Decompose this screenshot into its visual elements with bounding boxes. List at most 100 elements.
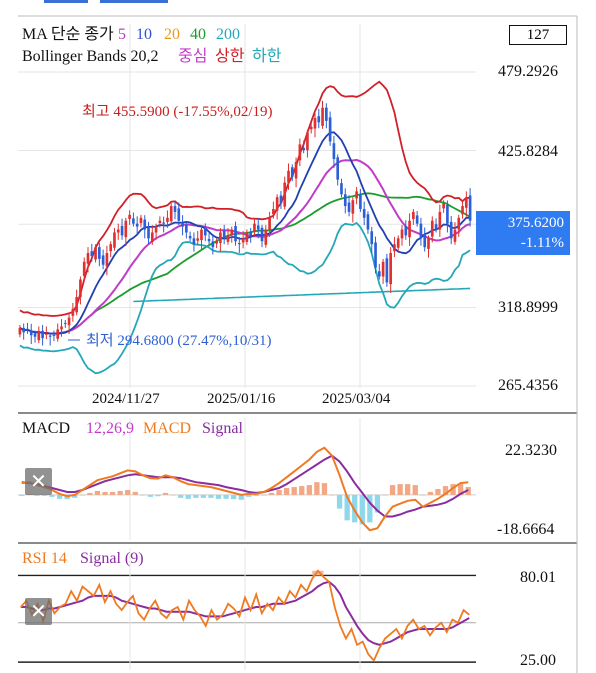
- macd-hist-bar-5: [56, 494, 63, 499]
- ma-title: MA 단순 종가: [22, 25, 114, 43]
- rsi-close-button[interactable]: ✕: [25, 598, 52, 625]
- candle-body-83: [332, 143, 336, 160]
- macd-hist-bar-35: [283, 488, 290, 495]
- macd-hist-bar-4: [49, 494, 55, 497]
- candle-body-109: [430, 220, 434, 237]
- candle-body-0: [18, 327, 22, 335]
- macd-hist-bar-2: [34, 494, 40, 496]
- macd-hist-bar-32: [261, 494, 267, 496]
- bb-lower-line: [19, 221, 471, 375]
- candle-body-9: [52, 334, 56, 336]
- candle-body-45: [188, 235, 192, 239]
- bb-mid-line: [19, 158, 471, 335]
- candle-body-35: [150, 232, 154, 242]
- macd-hist-bar-43: [344, 494, 350, 521]
- macd-hist-bar-46: [367, 494, 373, 523]
- candle-body-68: [275, 197, 279, 211]
- macd-hist-bar-47: [374, 494, 381, 513]
- top-accent-bar-1: [44, 0, 88, 3]
- macd-hist-bar-49: [389, 485, 396, 495]
- candle-body-25: [113, 232, 116, 248]
- ma200-line: [133, 287, 471, 303]
- price-y-label-1: 479.2926: [498, 63, 558, 80]
- candle-body-3: [29, 331, 33, 336]
- candle-body-50: [207, 238, 211, 242]
- candle-body-106: [419, 223, 423, 239]
- macd-hist-bar-27: [223, 494, 229, 499]
- macd-hist-bar-10: [94, 490, 101, 495]
- candle-body-105: [415, 215, 419, 224]
- candle-body-91: [362, 208, 366, 218]
- macd-signal-label: Signal: [202, 420, 243, 437]
- high-annotation: 최고 455.5900 (-17.55%,02/19): [82, 103, 273, 120]
- candle-body-28: [124, 220, 128, 238]
- candle-body-23: [105, 253, 109, 267]
- candle-body-79: [317, 116, 321, 123]
- x-label-3: 2025/03/04: [322, 391, 391, 407]
- macd-hist-bar-51: [405, 484, 411, 495]
- macd-series-label: MACD: [143, 420, 191, 437]
- macd-hist-bar-12: [109, 491, 116, 495]
- candle-body-60: [245, 232, 249, 242]
- candlesticks[interactable]: [18, 103, 472, 346]
- candle-body-63: [256, 225, 260, 230]
- macd-signal-line: [21, 454, 469, 518]
- macd-hist-bar-45: [359, 494, 365, 525]
- macd-hist-bar-8: [79, 494, 85, 496]
- candle-body-76: [306, 132, 309, 151]
- candle-body-117: [461, 206, 464, 215]
- price-y-label-3: 318.8999: [498, 299, 558, 316]
- macd-hist-bar-53: [420, 494, 426, 496]
- macd-hist-bar-9: [87, 492, 93, 495]
- x-label-2: 2025/01/16: [207, 391, 276, 407]
- candle-body-13: [67, 317, 71, 326]
- candle-body-59: [241, 238, 245, 243]
- macd-hist-bar-34: [276, 490, 282, 495]
- macd-hist-bar-17: [147, 494, 154, 497]
- macd-hist-bar-23: [193, 494, 199, 498]
- candle-body-89: [355, 191, 358, 199]
- candle-body-113: [446, 204, 449, 224]
- candle-body-108: [427, 238, 430, 249]
- panel-frames: [18, 15, 578, 673]
- macd-hist-bar-31: [253, 494, 259, 496]
- candle-body-29: [128, 214, 131, 219]
- macd-hist-bar-15: [132, 491, 138, 495]
- candle-body-69: [279, 195, 283, 204]
- candle-body-107: [423, 234, 427, 248]
- candle-body-32: [139, 217, 143, 224]
- candle-body-94: [374, 242, 377, 268]
- rsi-y-label-2: 25.00: [520, 652, 556, 669]
- ma-period-40: 40: [190, 26, 206, 43]
- rsi-signal-label: Signal (9): [80, 550, 144, 567]
- candle-body-111: [438, 211, 442, 230]
- candle-body-100: [396, 238, 400, 248]
- x-label-1: 2024/11/27: [92, 391, 160, 407]
- candle-body-110: [434, 224, 438, 230]
- candle-body-7: [45, 333, 48, 335]
- ma-period-200: 200: [216, 26, 240, 43]
- price-y-label-2: 425.8284: [498, 143, 558, 160]
- candle-body-17: [82, 261, 86, 276]
- macd-hist-bar-19: [162, 492, 169, 495]
- rsi-line: [20, 569, 470, 663]
- candle-count-box[interactable]: 127: [509, 25, 567, 45]
- candle-body-65: [264, 229, 268, 245]
- candle-body-6: [41, 330, 44, 339]
- candle-body-77: [309, 126, 313, 130]
- candle-body-15: [75, 297, 78, 313]
- macd-hist-bar-37: [299, 486, 305, 495]
- candle-body-88: [351, 200, 355, 214]
- macd-hist-bar-48: [382, 494, 388, 496]
- macd-hist-bar-28: [231, 494, 237, 500]
- macd-hist-bar-52: [412, 485, 418, 495]
- bb-legend-2: 하한: [252, 47, 282, 65]
- candle-body-104: [412, 211, 415, 219]
- macd-hist-bar-36: [291, 487, 297, 495]
- candle-body-2: [26, 328, 29, 330]
- candle-body-52: [215, 241, 218, 244]
- macd-hist-bar-50: [397, 484, 403, 495]
- macd-close-button[interactable]: ✕: [25, 468, 52, 495]
- candle-body-102: [404, 226, 408, 236]
